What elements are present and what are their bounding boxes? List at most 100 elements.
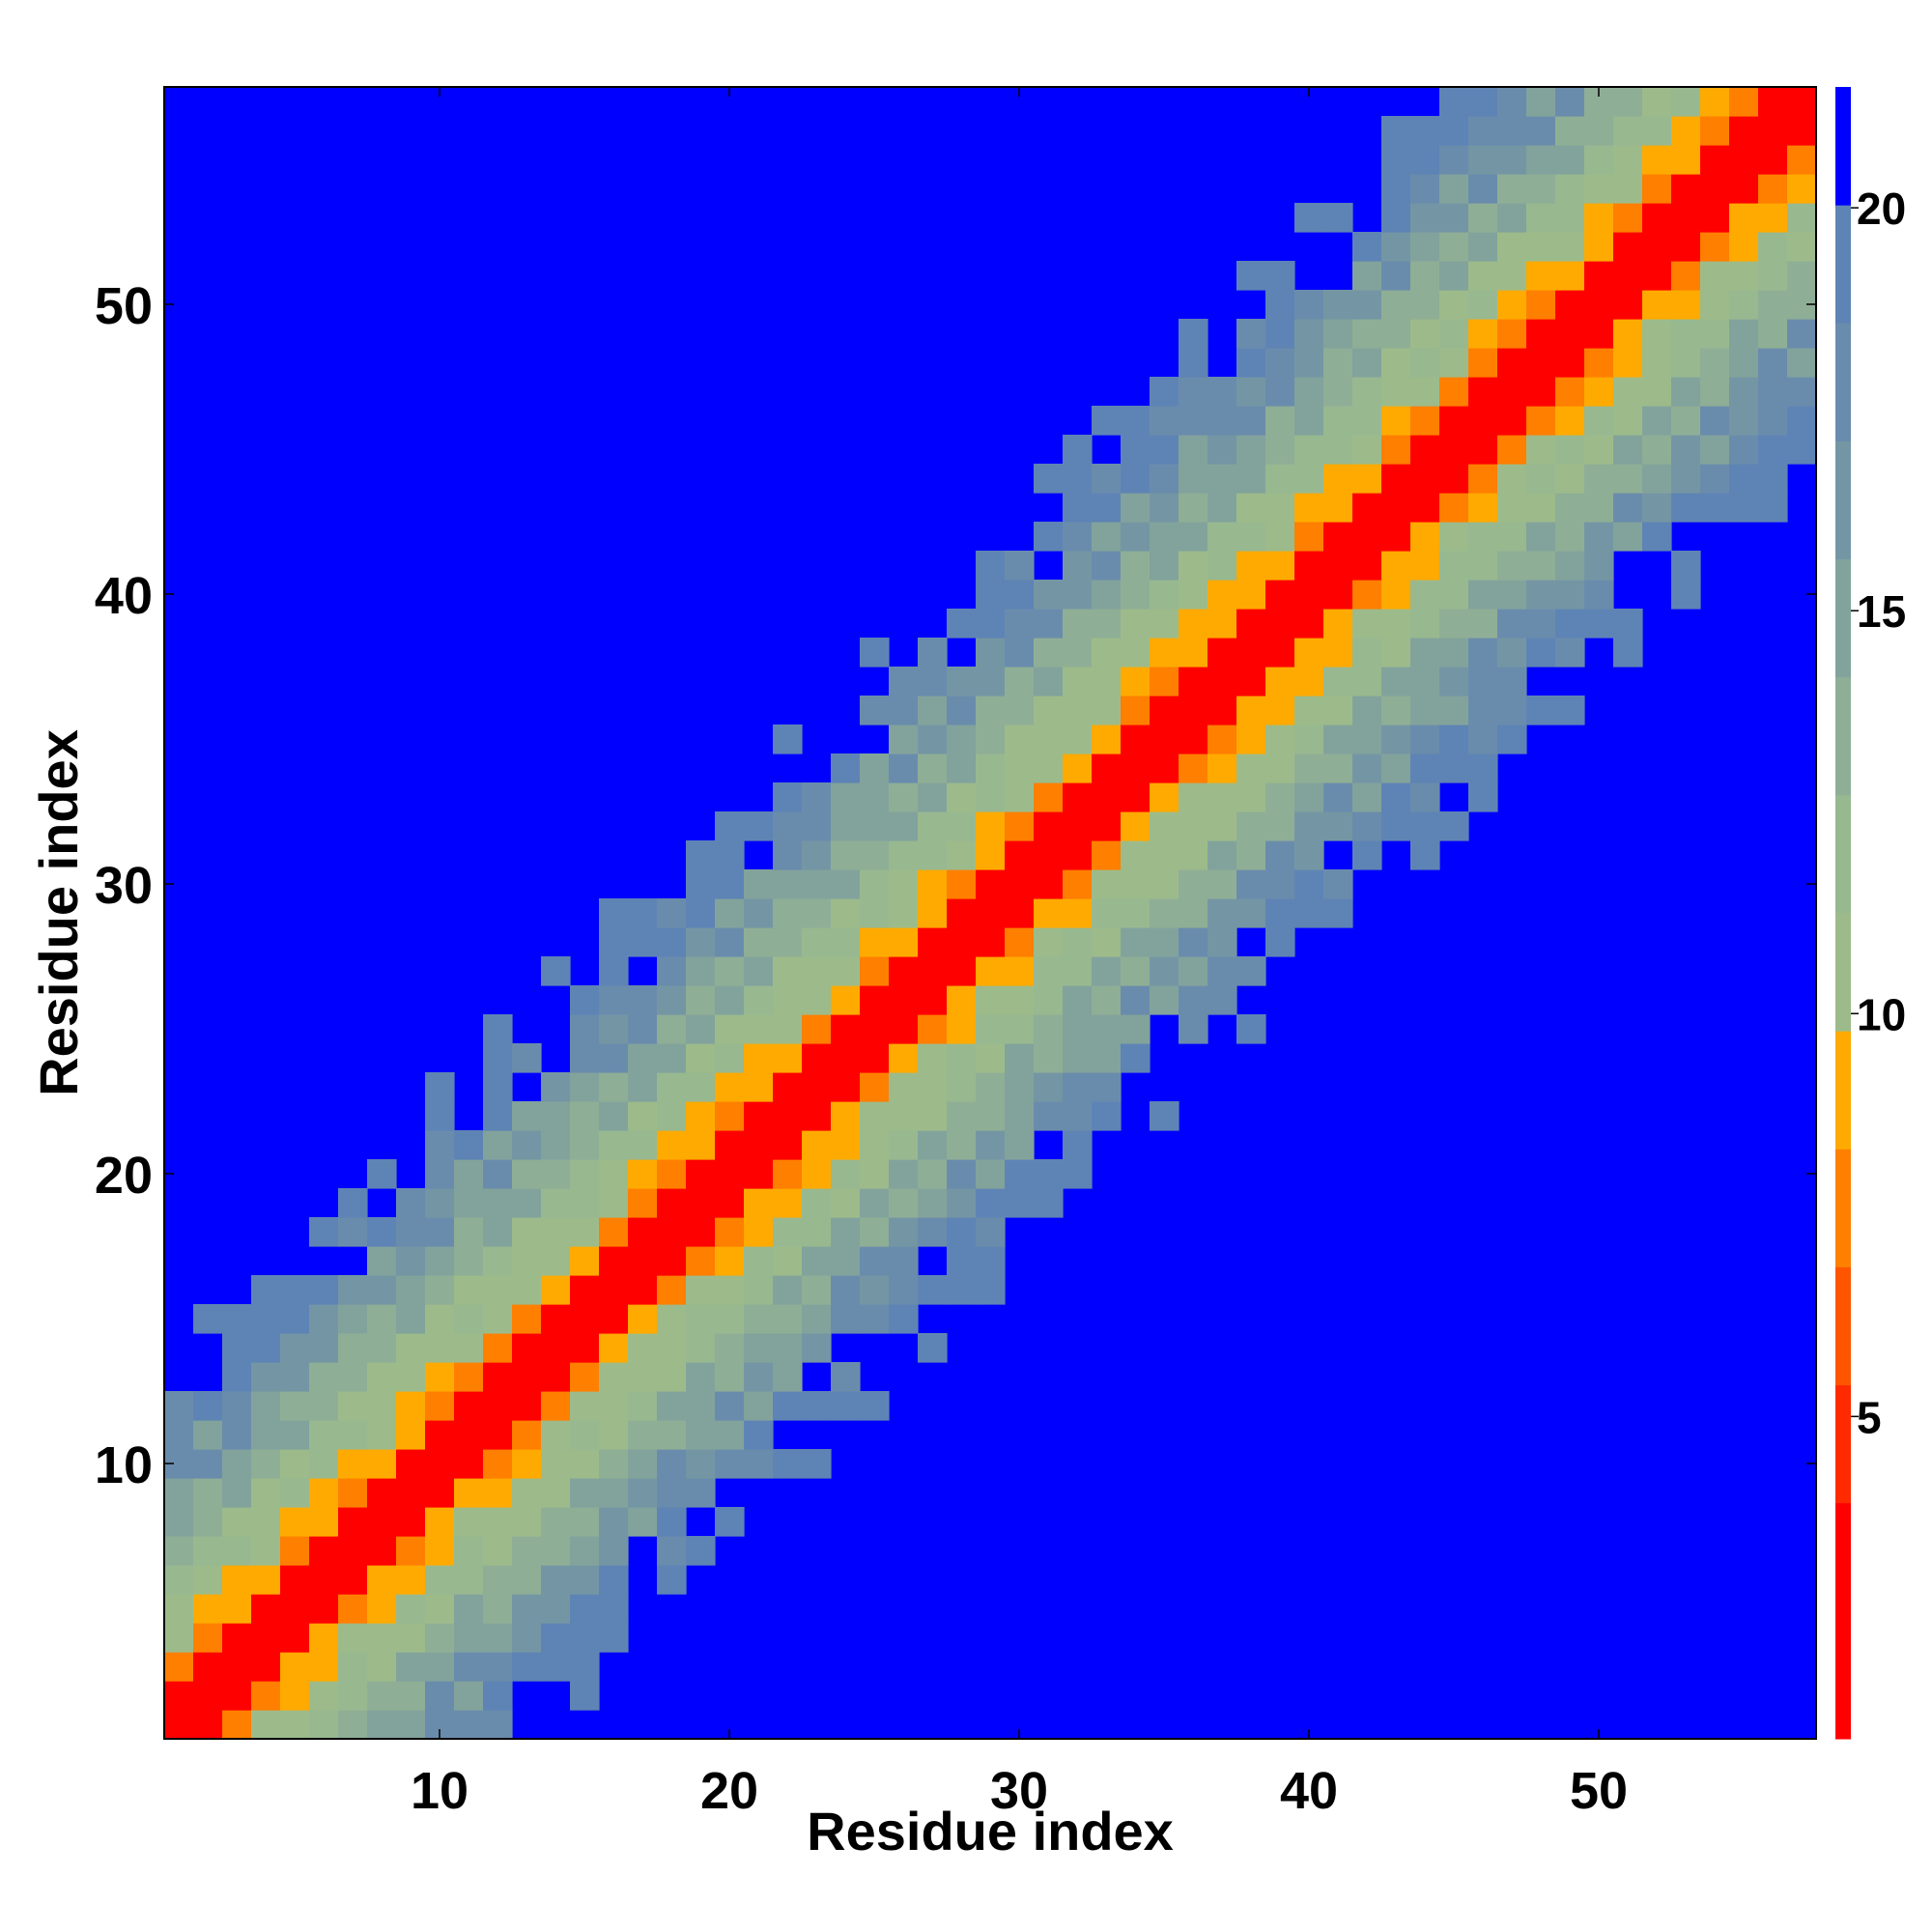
heatmap-cell [1352,406,1382,436]
heatmap-cell [1410,116,1440,146]
heatmap-cell [1294,638,1324,668]
heatmap-cell [367,1681,397,1711]
heatmap-cell [1584,261,1614,291]
heatmap-cell [657,1275,687,1305]
heatmap-cell [1063,522,1093,552]
heatmap-cell [1294,319,1324,349]
heatmap-cell [1294,493,1324,523]
heatmap-cell [1150,638,1179,668]
heatmap-cell [1179,782,1208,812]
heatmap-cell [1381,609,1411,639]
heatmap-cell [1468,609,1498,639]
heatmap-cell [1236,377,1266,407]
heatmap-cell [1555,435,1585,465]
heatmap-cell [222,1565,252,1595]
heatmap-cell [1555,174,1585,204]
heatmap-cell [1439,319,1469,349]
heatmap-cell [1410,232,1440,262]
heatmap-cell [1034,782,1064,812]
heatmap-cell [686,1362,716,1392]
heatmap-cell [512,1304,542,1334]
heatmap-cell [396,1217,426,1247]
heatmap-cell [976,724,1006,754]
heatmap-cell [1381,319,1411,349]
heatmap-cell [657,956,687,986]
heatmap-cell [1468,406,1498,436]
heatmap-cell [657,1507,687,1537]
heatmap-cell [1526,406,1556,436]
heatmap-cell [1468,667,1498,696]
heatmap-cell [744,1333,774,1363]
heatmap-cell [512,1420,542,1450]
heatmap-cell [1063,753,1093,783]
heatmap-cell [1439,232,1469,262]
heatmap-cell [831,1217,861,1247]
heatmap-cell [1497,203,1527,233]
colorbar-segment [1835,1620,1851,1740]
heatmap-cell [889,1072,919,1102]
heatmap-cell [657,1130,687,1160]
heatmap-cell [744,1362,774,1392]
colorbar-segment [1835,1384,1851,1504]
heatmap-cell [1236,261,1266,291]
heatmap-cell [744,1014,774,1044]
heatmap-cell [1410,811,1440,841]
heatmap-cell [1526,87,1556,117]
colorbar-segment [1835,323,1851,441]
heatmap-cell [1179,493,1208,523]
heatmap-cell [918,1275,948,1305]
heatmap-cell [889,811,919,841]
heatmap-cell [599,1130,629,1160]
heatmap-cell [831,1362,861,1392]
heatmap-cell [918,696,948,725]
heatmap-cell [1787,174,1817,204]
heatmap-cell [1555,696,1585,725]
heatmap-cell [889,1101,919,1131]
heatmap-cell [483,1101,513,1131]
heatmap-cell [1236,869,1266,899]
heatmap-cell [1352,580,1382,610]
heatmap-cell [1063,493,1093,523]
heatmap-cell [1787,377,1817,407]
heatmap-cell [773,1217,803,1247]
heatmap-cell [1439,522,1469,552]
heatmap-cell [1584,609,1614,639]
heatmap-cell [976,782,1006,812]
heatmap-cell [918,956,948,986]
heatmap-cell [657,1362,687,1392]
heatmap-cell [483,1275,513,1305]
heatmap-cell [831,782,861,812]
heatmap-cell [454,1652,484,1682]
heatmap-cell [1729,377,1759,407]
heatmap-cell [1381,435,1411,465]
heatmap-cell [1236,609,1266,639]
heatmap-cell [1294,869,1324,899]
heatmap-cell [570,1217,600,1247]
heatmap-cell [1208,377,1237,407]
heatmap-cell [1584,464,1614,494]
heatmap-cell [1323,435,1353,465]
heatmap-cell [1092,840,1122,870]
heatmap-cell [454,1275,484,1305]
heatmap-cell [454,1391,484,1421]
heatmap-cell [541,1652,571,1682]
heatmap-cell [686,1072,716,1102]
heatmap-cell [1005,985,1035,1015]
heatmap-cell [831,1101,861,1131]
heatmap-cell [454,1130,484,1160]
heatmap-cell [541,1159,571,1189]
heatmap-cell [599,1391,629,1421]
heatmap-cell [1584,116,1614,146]
heatmap-cell [1526,348,1556,378]
heatmap-cell [744,1246,774,1276]
heatmap-cell [309,1217,339,1247]
heatmap-cell [1410,493,1440,523]
heatmap-cell [396,1188,426,1218]
heatmap-cell [773,782,803,812]
heatmap-cell [1642,261,1672,291]
heatmap-cell [1150,811,1179,841]
heatmap-cell [1468,551,1498,581]
heatmap-cell [222,1333,252,1363]
heatmap-cell [367,1507,397,1537]
heatmap-cell [1555,377,1585,407]
